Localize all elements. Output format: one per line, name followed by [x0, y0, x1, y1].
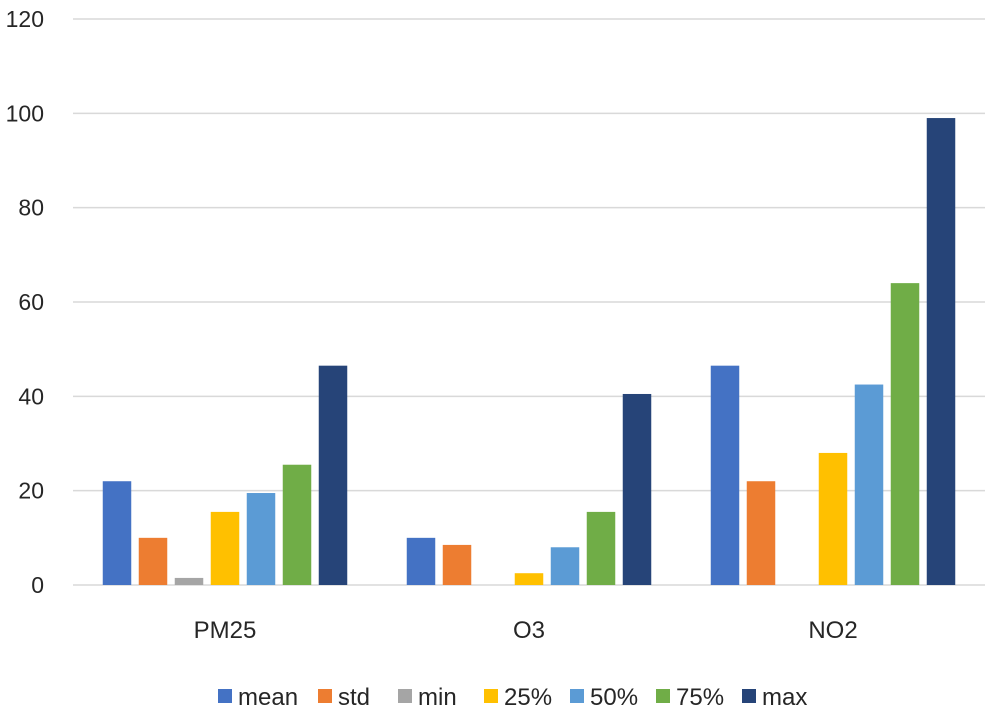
legend-label: max: [762, 684, 807, 711]
bar-no2-25pct: [818, 452, 848, 585]
legend-swatch: [742, 689, 756, 703]
legend-swatch: [218, 689, 232, 703]
legend-item-50pct: 50%: [570, 684, 638, 711]
x-tick-label: PM25: [194, 617, 257, 644]
bar-pm25-75pct: [282, 464, 312, 585]
legend-item-min: min: [398, 684, 457, 711]
bar-o3-50pct: [550, 547, 580, 585]
legend: mean std min 25% 50% 75% max: [218, 684, 807, 711]
legend-swatch: [570, 689, 584, 703]
x-axis-ticks: PM25 O3 NO2: [194, 617, 858, 644]
bar-no2-max: [926, 118, 956, 586]
x-tick-label: NO2: [808, 617, 857, 644]
bar-no2-75pct: [890, 283, 920, 585]
bar-o3-mean: [406, 537, 436, 585]
legend-label: 25%: [504, 684, 552, 711]
legend-label: mean: [238, 684, 298, 711]
bar-pm25-mean: [102, 481, 132, 585]
legend-swatch: [398, 689, 412, 703]
legend-item-std: std: [318, 684, 370, 711]
legend-label: std: [338, 684, 370, 711]
bar-pm25-50pct: [246, 493, 276, 585]
legend-swatch: [656, 689, 670, 703]
y-axis-ticks: 0 20 40 60 80 100 120: [6, 6, 44, 598]
grid: [73, 18, 985, 586]
legend-item-mean: mean: [218, 684, 298, 711]
legend-item-max: max: [742, 684, 807, 711]
bar-no2-std: [746, 481, 776, 585]
y-tick-label: 0: [31, 572, 44, 598]
bar-pm25-min: [174, 577, 204, 585]
legend-swatch: [484, 689, 498, 703]
legend-label: 50%: [590, 684, 638, 711]
legend-label: min: [418, 684, 457, 711]
bars: [102, 118, 956, 586]
bar-o3-std: [442, 544, 472, 585]
legend-label: 75%: [676, 684, 724, 711]
bar-o3-75pct: [586, 511, 616, 585]
y-tick-label: 20: [18, 478, 44, 504]
bar-no2-mean: [710, 365, 740, 585]
legend-item-25pct: 25%: [484, 684, 552, 711]
bar-o3-max: [622, 393, 652, 585]
bar-no2-50pct: [854, 384, 884, 585]
y-tick-label: 120: [6, 6, 44, 32]
bar-pm25-std: [138, 537, 168, 585]
bar-o3-25pct: [514, 573, 544, 585]
legend-item-75pct: 75%: [656, 684, 724, 711]
x-tick-label: O3: [513, 617, 545, 644]
legend-swatch: [318, 689, 332, 703]
y-tick-label: 80: [18, 195, 44, 221]
y-tick-label: 40: [18, 383, 44, 409]
bar-pm25-25pct: [210, 511, 240, 585]
bar-pm25-max: [318, 365, 348, 585]
y-tick-label: 100: [6, 100, 44, 126]
y-tick-label: 60: [18, 289, 44, 315]
